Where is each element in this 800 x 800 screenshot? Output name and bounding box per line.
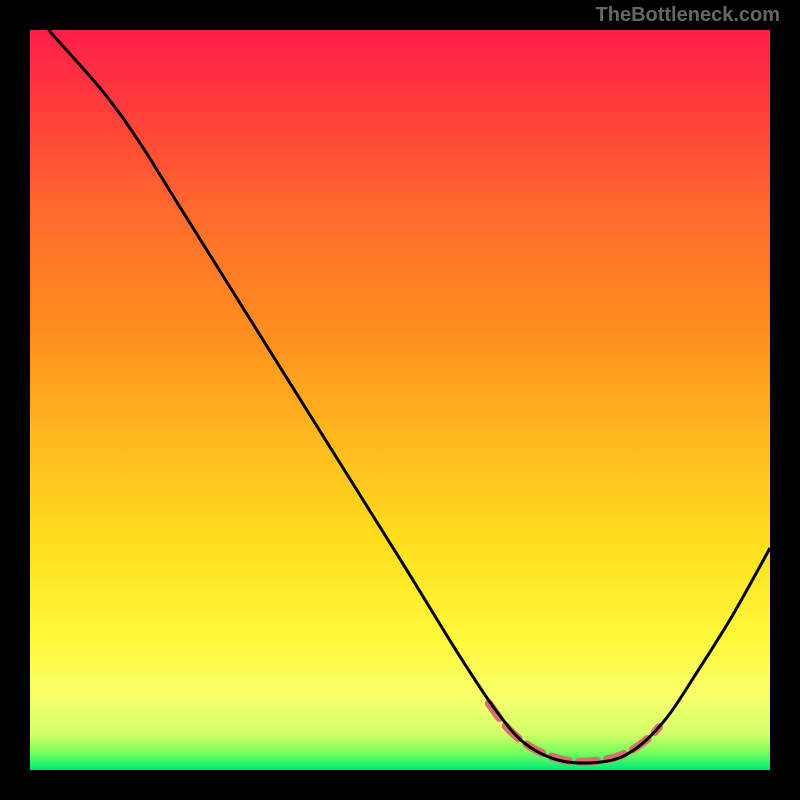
curve-layer — [30, 30, 770, 770]
plot-area — [30, 30, 770, 770]
watermark-text: TheBottleneck.com — [596, 4, 780, 27]
chart-container: TheBottleneck.com — [0, 0, 800, 800]
bottleneck-curve — [49, 30, 771, 763]
